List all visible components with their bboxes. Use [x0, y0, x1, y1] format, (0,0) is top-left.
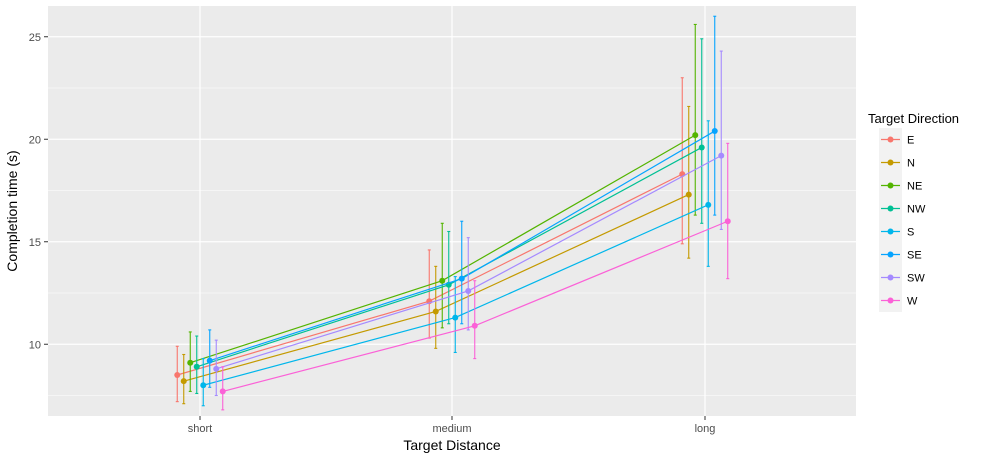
error-bar	[687, 105, 691, 259]
data-point	[724, 218, 731, 225]
legend-item-e: E	[879, 128, 914, 151]
legend-item-sw: SW	[879, 266, 925, 289]
legend-label: SW	[907, 273, 925, 285]
data-point	[174, 372, 181, 378]
y-tick-label: 20	[29, 134, 41, 146]
legend-key-point	[887, 297, 894, 304]
data-point	[471, 322, 478, 329]
legend-key-point	[887, 228, 894, 235]
legend-key-point	[887, 274, 894, 281]
error-bar	[447, 230, 451, 325]
x-tick-label: short	[188, 423, 212, 435]
legend-key-point	[887, 136, 894, 143]
y-axis: 10 15 20 25	[29, 32, 48, 351]
data-point	[432, 308, 439, 315]
data-point	[180, 378, 187, 385]
legend-item-ne: NE	[879, 174, 922, 197]
legend-item-s: S	[879, 220, 914, 243]
data-point	[705, 201, 712, 208]
series-nw	[193, 38, 705, 395]
error-bar	[460, 220, 464, 325]
series-n	[180, 105, 692, 405]
legend-item-se: SE	[879, 243, 922, 266]
legend-label: SE	[907, 250, 922, 262]
error-bar	[726, 142, 730, 280]
series-layer	[174, 15, 731, 411]
legend-label: S	[907, 227, 914, 239]
legend-title: Target Direction	[868, 111, 959, 126]
data-point	[692, 132, 699, 139]
data-point	[698, 144, 705, 151]
legend-label: E	[907, 135, 914, 147]
error-bar	[434, 265, 438, 349]
error-bar	[221, 366, 225, 411]
x-tick-label: long	[695, 423, 716, 435]
y-tick-label: 25	[29, 32, 41, 44]
legend-key-point	[887, 159, 894, 166]
x-axis: short medium long	[188, 416, 716, 435]
data-point	[439, 277, 446, 284]
legend-item-w: W	[879, 289, 918, 312]
error-bar	[713, 15, 717, 216]
error-bar	[440, 222, 444, 329]
y-axis-title: Completion time (s)	[4, 150, 20, 271]
legend: Target Direction EN NE NW S SE SW W	[868, 111, 959, 312]
data-point	[718, 152, 725, 159]
series-w	[219, 142, 731, 411]
data-point	[200, 382, 207, 389]
legend-label: NW	[907, 204, 926, 216]
data-point	[219, 388, 226, 395]
error-bar	[700, 38, 704, 224]
legend-key-point	[887, 205, 894, 212]
data-point	[685, 191, 692, 198]
data-point	[452, 314, 459, 321]
error-bar	[719, 50, 723, 230]
data-point	[465, 287, 472, 294]
legend-key-point	[887, 251, 894, 258]
legend-key-point	[887, 182, 894, 189]
legend-item-n: N	[879, 151, 915, 174]
error-bar	[706, 120, 710, 267]
legend-label: N	[907, 158, 915, 170]
x-tick-label: medium	[432, 423, 471, 435]
data-point	[206, 357, 213, 364]
y-tick-label: 10	[29, 339, 41, 351]
legend-item-nw: NW	[879, 197, 926, 220]
error-bar	[453, 276, 457, 354]
data-point	[193, 363, 200, 370]
error-bar	[466, 237, 470, 331]
data-point	[213, 365, 220, 372]
x-axis-title: Target Distance	[403, 437, 500, 453]
legend-label: NE	[907, 181, 922, 193]
series-sw	[213, 50, 725, 397]
data-point	[458, 275, 465, 282]
error-bar	[201, 358, 205, 407]
data-point	[711, 128, 718, 135]
error-bar	[693, 23, 697, 216]
series-ne	[187, 23, 699, 392]
legend-label: W	[907, 296, 918, 308]
data-point	[187, 359, 194, 366]
y-tick-label: 15	[29, 237, 41, 249]
series-se	[206, 15, 718, 388]
error-bar	[473, 280, 477, 360]
series-s	[200, 120, 712, 407]
